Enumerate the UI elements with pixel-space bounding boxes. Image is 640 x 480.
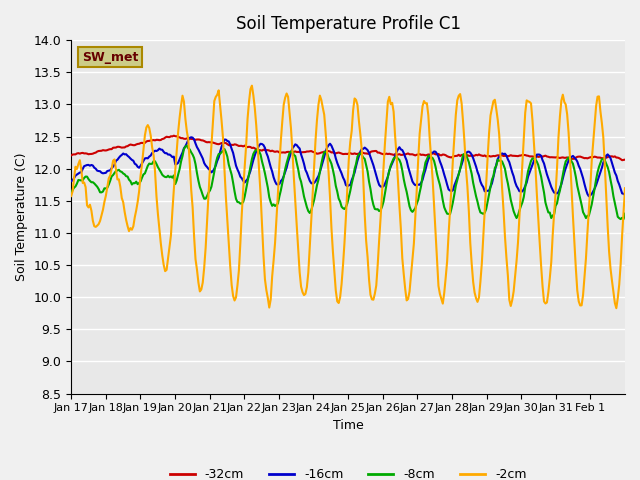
Text: SW_met: SW_met xyxy=(82,51,139,64)
Title: Soil Temperature Profile C1: Soil Temperature Profile C1 xyxy=(236,15,461,33)
Y-axis label: Soil Temperature (C): Soil Temperature (C) xyxy=(15,153,28,281)
Legend: -32cm, -16cm, -8cm, -2cm: -32cm, -16cm, -8cm, -2cm xyxy=(164,464,531,480)
X-axis label: Time: Time xyxy=(333,419,364,432)
